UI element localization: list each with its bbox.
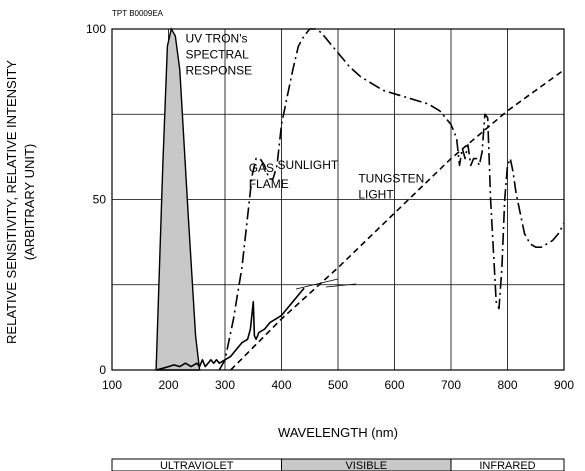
annotation-gas-flame-line-1: GAS xyxy=(249,161,274,175)
y-axis-label-line2: (ARBITRARY UNIT) xyxy=(22,144,37,261)
annotation-uv-tron-line-2: SPECTRAL xyxy=(185,48,249,62)
annotations: UV TRON's SPECTRAL RESPONSE SUNLIGHT GAS FLAM… xyxy=(185,32,424,290)
plot-frame xyxy=(111,28,565,371)
x-tick-label-700: 700 xyxy=(441,378,461,392)
spectrum-region-bar: ULTRAVIOLET VISIBLE INFRARED xyxy=(111,458,565,471)
region-infrared-box xyxy=(450,458,565,471)
y-tick-label-0: 0 xyxy=(99,363,106,377)
x-tick-label-800: 800 xyxy=(497,378,517,392)
y-axis-label-line1: RELATIVE SENSITIVITY, RELATIVE INTENSITY xyxy=(4,60,19,344)
annotation-tungsten-line-1: TUNGSTEN xyxy=(358,171,424,185)
x-tick-label-300: 300 xyxy=(215,378,235,392)
series-gas-flame-line xyxy=(155,287,305,371)
y-tick-label-100: 100 xyxy=(86,22,106,36)
x-axis-label: WAVELENGTH (nm) xyxy=(278,425,398,440)
x-tick-label-500: 500 xyxy=(328,378,348,392)
x-tick-label-100: 100 xyxy=(102,378,122,392)
grid xyxy=(112,29,564,370)
x-tick-label-900: 900 xyxy=(554,378,574,392)
series-layer xyxy=(155,27,565,371)
x-tick-label-400: 400 xyxy=(271,378,291,392)
figure-code: TPT B0009EA xyxy=(112,9,164,18)
annotation-uv-tron-line-3: RESPONSE xyxy=(185,64,252,78)
region-visible-label: VISIBLE xyxy=(345,460,387,471)
series-tungsten-light-line xyxy=(230,69,565,371)
series-sunlight-line xyxy=(218,28,565,371)
annotation-uv-tron-line-1: UV TRON's xyxy=(185,32,247,46)
y-tick-label-50: 50 xyxy=(93,193,107,207)
region-infrared-label: INFRARED xyxy=(479,460,535,471)
annotation-tungsten-line-2: LIGHT xyxy=(358,187,394,201)
tick-labels: 100 200 300 400 500 600 700 800 900 0 50 100 xyxy=(86,22,574,392)
annotation-gas-flame-line-2: FLAME xyxy=(249,177,289,191)
annotation-sunlight-line-1: SUNLIGHT xyxy=(278,158,339,172)
leader-tungsten xyxy=(325,283,357,288)
x-tick-label-600: 600 xyxy=(384,378,404,392)
series-uv-tron-s-spectral-response-area xyxy=(155,27,201,371)
leader-gas-flame xyxy=(295,278,339,290)
region-ultraviolet-label: ULTRAVIOLET xyxy=(160,460,234,471)
x-tick-label-200: 200 xyxy=(158,378,178,392)
